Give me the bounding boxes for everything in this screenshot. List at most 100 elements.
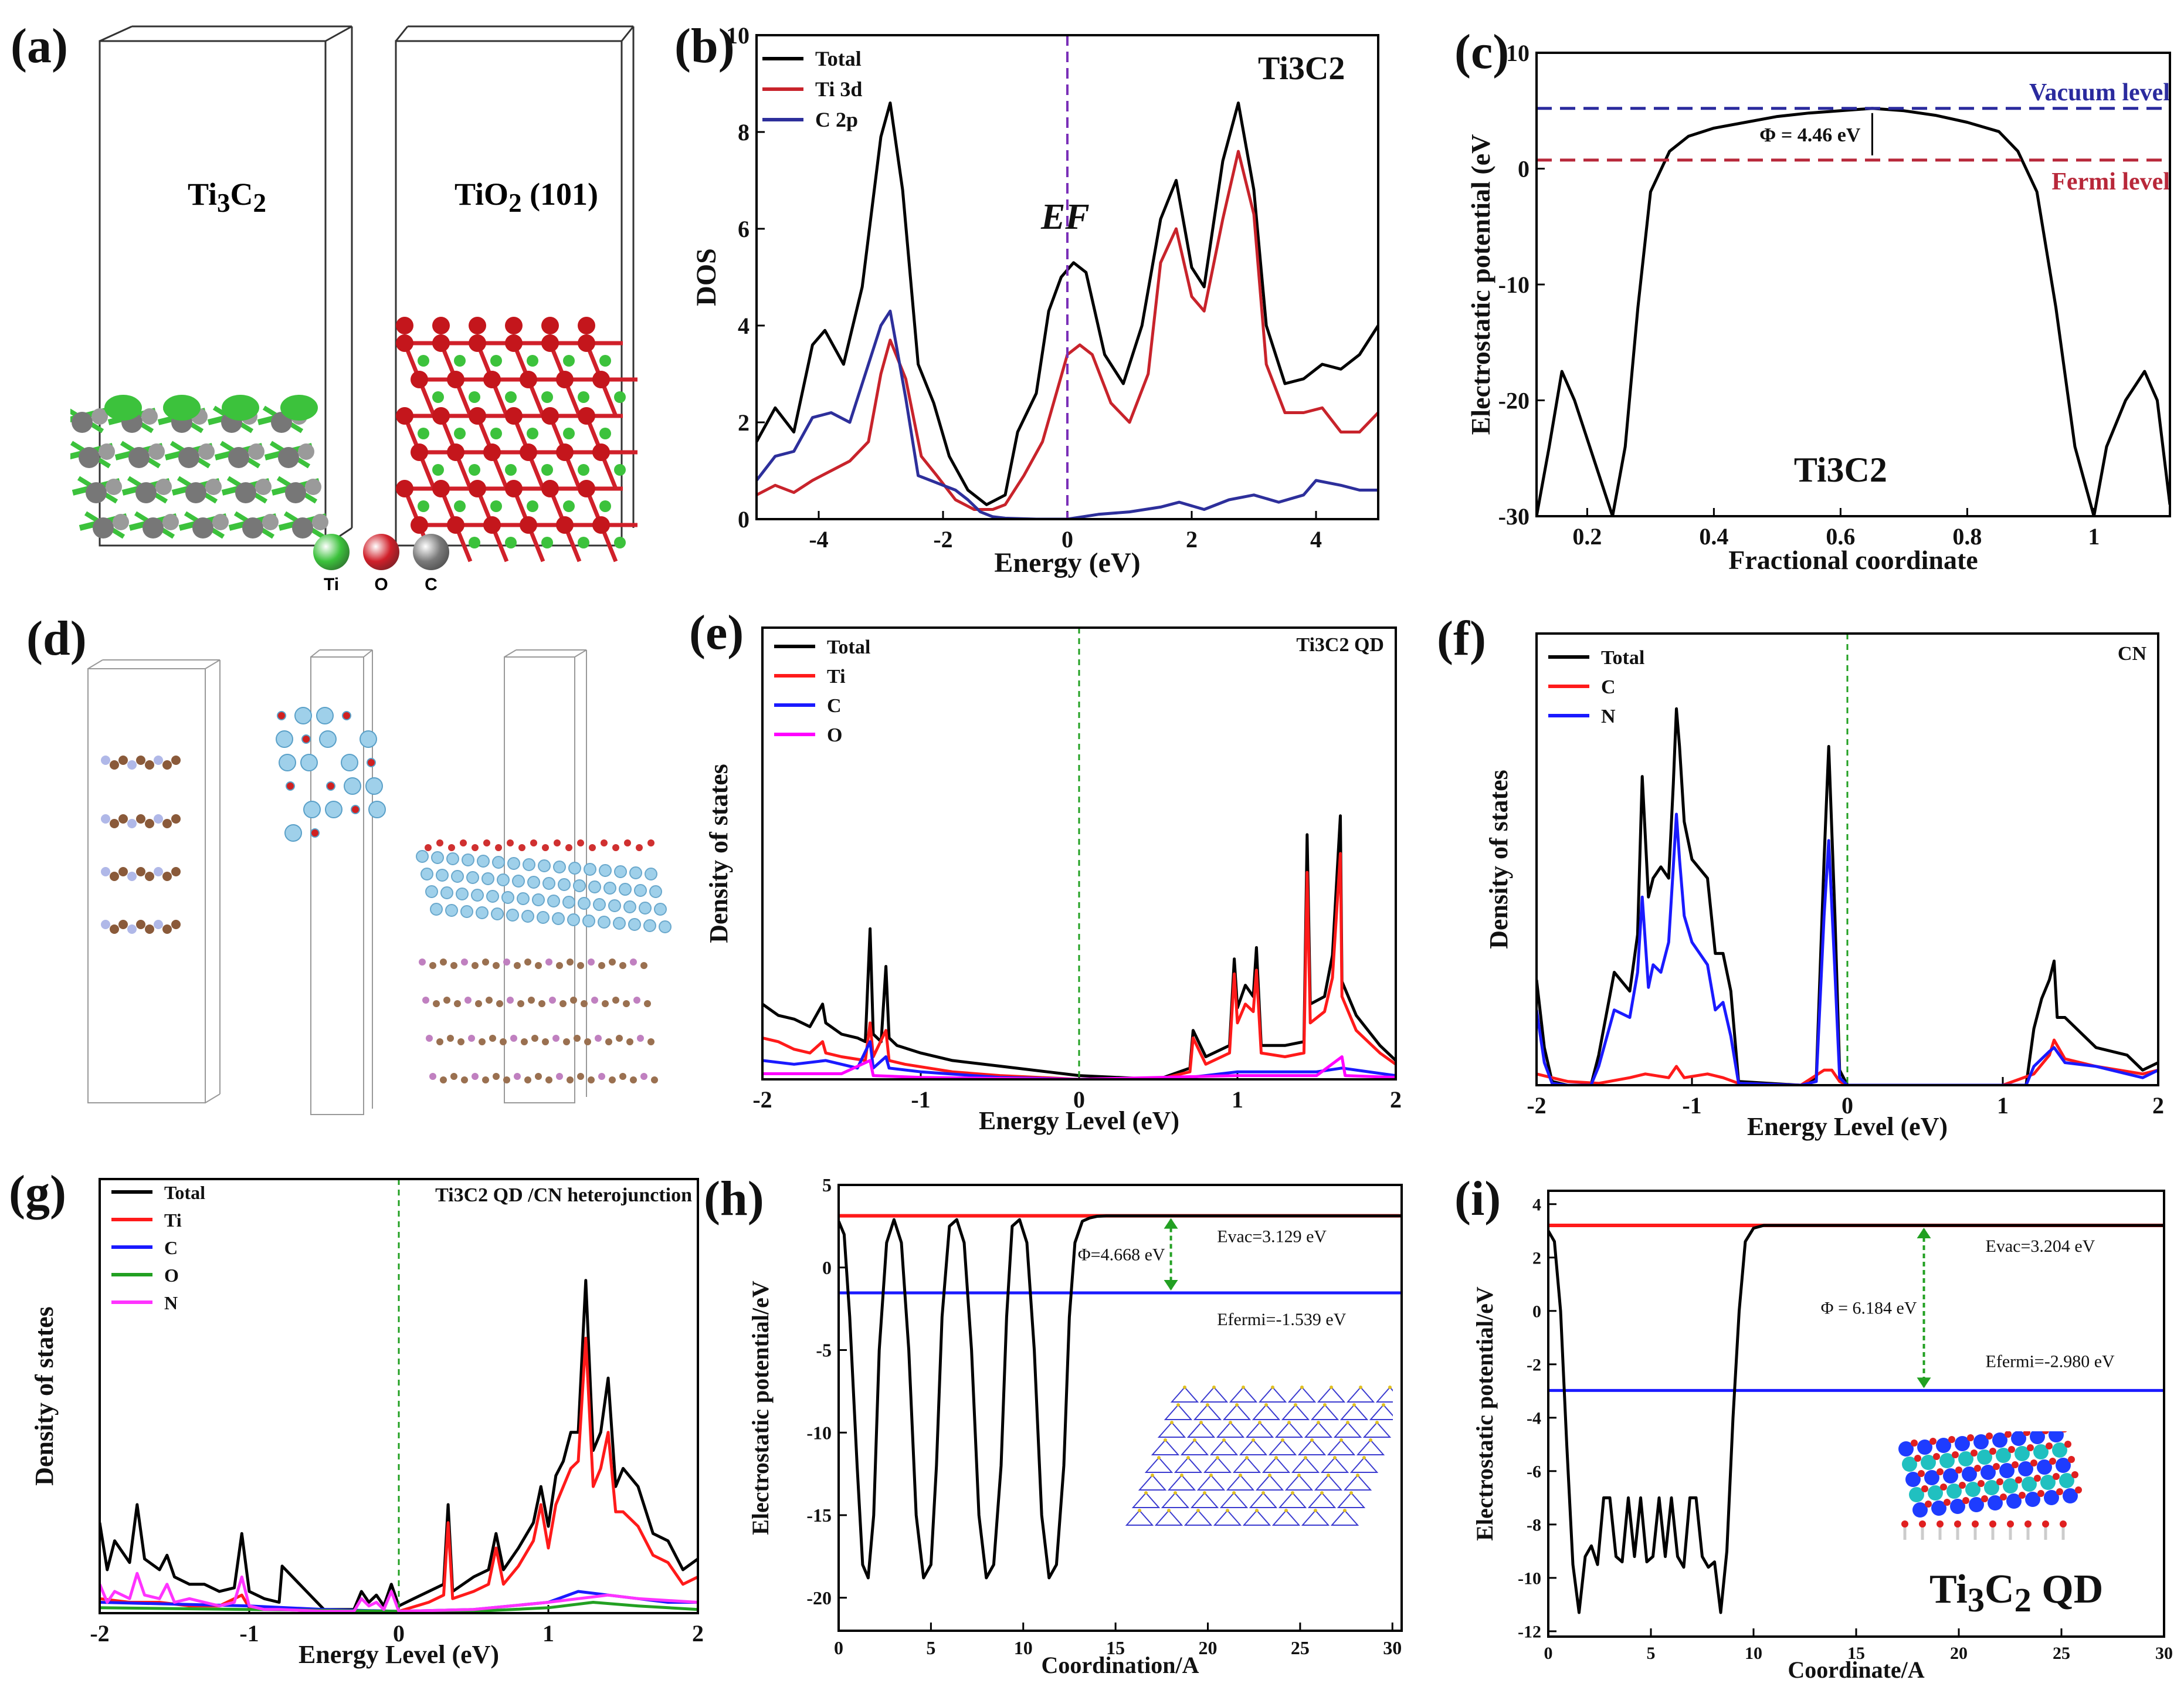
x-axis-label: Energy Level (eV) [1747,1112,1948,1141]
work-function-label: Φ = 6.184 eV [1821,1299,1917,1318]
x-tick-label: 2 [692,1620,704,1647]
legend-label: N [1601,706,1616,727]
series-line-o [762,1055,1396,1079]
series-line-total [100,1279,698,1611]
x-tick-label: 20 [1950,1644,1968,1663]
chart-h-potential: 0 5 10 15 20 25 30 -20 -15 -10 -5 0 5 Φ=4.668 eV Evac=… [747,1174,1403,1678]
x-tick-label: 10 [1745,1644,1762,1663]
atom-legend-o: O [361,534,402,595]
ti3c2-slab-atoms [57,395,328,539]
x-tick-label: 0 [834,1637,843,1658]
y-tick-label: 4 [1532,1195,1541,1214]
vacuum-level-label: Evac=3.129 eV [1217,1227,1327,1247]
material-annotation: Ti3C2 QD /CN heterojunction [435,1184,692,1206]
series-line-c-2p [757,309,1378,519]
x-tick-label: 0.8 [1952,523,1982,550]
atom-o-label: O [374,575,388,594]
y-tick-label: 10 [1506,40,1530,66]
legend-label: C 2p [815,108,858,131]
x-axis-label: Coordination/A [1042,1652,1199,1678]
unit-cell-ti3c2 [99,25,353,547]
tio2-caption: TiO2 (101) [455,177,599,218]
y-tick-label: -10 [1498,272,1530,298]
atom-c-label: C [425,575,438,594]
x-axis-label: Coordinate/A [1788,1657,1924,1683]
x-tick-label: 5 [926,1637,935,1658]
x-tick-label: 20 [1199,1637,1218,1658]
plot-frame [1535,632,2159,1086]
x-tick-label: 0.2 [1572,523,1602,550]
panel-label-a: (a) [11,19,68,73]
x-axis-label: Fractional coordinate [1728,545,1978,575]
y-tick-label: -12 [1518,1622,1541,1641]
x-axis-label: Energy Level (eV) [299,1640,499,1669]
y-tick-label: -6 [1527,1462,1541,1481]
y-axis-label: DOS [691,248,722,306]
qd-structure-inset [1898,1431,2082,1540]
panel-label-d: (d) [26,611,87,666]
legend-label: Ti [164,1210,182,1231]
x-tick-label: -1 [911,1086,930,1113]
x-tick-label: 1 [2088,523,2100,550]
plot-frame [99,1178,699,1614]
ti3c2-caption: Ti3C2 [188,177,267,218]
atom-o-swatch [363,534,399,570]
chart-f-dos: -2 -1 0 1 2 CN Energy Level (eV) Density of sta… [1484,632,2164,1141]
x-tick-label: 0 [1073,1086,1085,1113]
material-annotation: CN [2118,643,2147,665]
series-line-ti [762,852,1396,1079]
y-tick-label: -20 [1498,388,1530,414]
y-tick-label: 5 [822,1174,832,1195]
series-line-n [100,1571,698,1613]
panel-d-drawing [87,649,672,1115]
atom-legend-ti: Ti [311,534,352,595]
plot-frame [837,1184,1403,1632]
y-tick-label: -5 [816,1340,832,1361]
panel-label-c: (c) [1454,25,1510,79]
legend-label: C [827,695,842,717]
series-line-curve [1537,107,2170,516]
y-tick-label: 4 [738,313,750,339]
legend-label: Total [815,47,862,70]
panel-label-e: (e) [689,605,744,660]
x-tick-label: 0 [1842,1092,1853,1119]
fermi-level-label: Efermi=-1.539 eV [1217,1310,1347,1329]
vacuum-level-label: Vacuum level [2029,79,2170,106]
cn-unit-cell [87,659,221,1103]
chart-e-dos: -2 -1 0 1 2 Ti3C2 QD Energy Level (eV) Density … [704,626,1402,1135]
atom-c-swatch [413,534,449,570]
x-tick-label: 2 [2152,1092,2164,1119]
x-tick-label: -1 [239,1620,259,1647]
series-line-c [762,1040,1396,1079]
legend-label: C [164,1237,178,1258]
chart-g-dos: -2 -1 0 1 2 Ti3C2 QD /CN heterojunction Energy… [30,1178,704,1669]
x-tick-label: 25 [2053,1644,2070,1663]
x-tick-label: 0 [1544,1644,1553,1663]
y-tick-label: 0 [1518,156,1530,182]
chart-c-potential: 0.2 0.4 0.6 0.8 1 -30 -20 -10 0 10 Vacuum level Fer… [1466,40,2171,575]
plot-frame [755,34,1379,520]
tio2-slab-atoms [396,317,637,563]
atom-ti-label: Ti [323,575,340,594]
plot-frame [761,626,1397,1081]
y-tick-label: 2 [738,409,750,436]
y-axis-label: Density of states [704,764,733,943]
fermi-level-label: Fermi level [2051,168,2170,195]
legend-label: O [164,1265,179,1286]
x-tick-label: 0.4 [1699,523,1728,550]
legend-label: Ti [827,666,846,687]
y-tick-label: -8 [1527,1515,1541,1535]
x-tick-label: 1 [542,1620,554,1647]
y-tick-label: -10 [806,1422,832,1443]
plot-frame [1535,52,2171,517]
x-axis-label: Energy Level (eV) [979,1106,1179,1135]
series-line-curve [839,1214,1402,1580]
x-axis-label: Energy (eV) [994,547,1140,578]
legend-label: C [1601,676,1616,698]
panel-d-atoms [101,707,672,1083]
legend-label: O [827,724,842,746]
material-annotation: Ti3C2 [1258,50,1345,87]
y-tick-label: -15 [806,1505,832,1526]
x-tick-label: 0 [393,1620,405,1647]
panel-d-structures [70,645,692,1126]
